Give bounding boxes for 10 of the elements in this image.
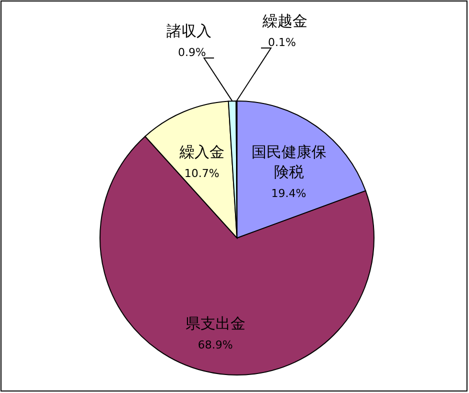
data-label: 0.1%	[268, 36, 296, 49]
data-label: 68.9%	[198, 338, 233, 352]
slice-label: 国民健康保険税	[251, 142, 326, 181]
data-label: 19.4%	[271, 186, 306, 200]
slice-label: 繰越金	[262, 12, 308, 30]
data-label: 0.9%	[178, 46, 206, 59]
slice-label: 県支出金	[185, 314, 246, 332]
slice-label: 繰入金	[178, 143, 224, 162]
slice-label: 諸収入	[166, 22, 212, 40]
data-label: 10.7%	[184, 167, 220, 180]
